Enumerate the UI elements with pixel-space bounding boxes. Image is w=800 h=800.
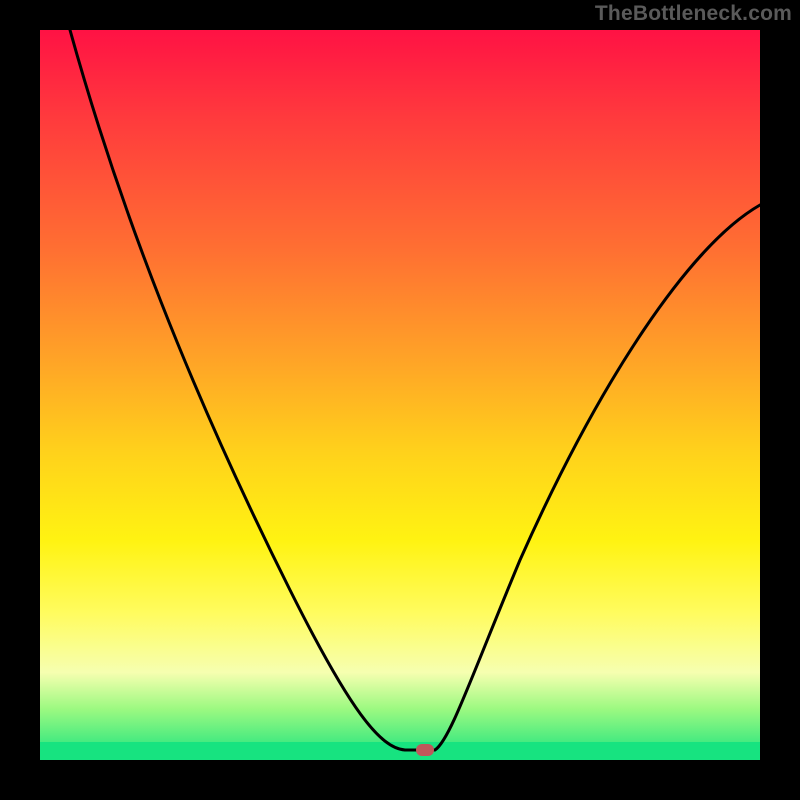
- optimum-marker: [416, 744, 434, 756]
- watermark-text: TheBottleneck.com: [595, 2, 792, 26]
- bottleneck-curve: [40, 30, 760, 760]
- chart-outer: TheBottleneck.com: [0, 0, 800, 800]
- plot-area: [40, 30, 760, 760]
- curve-path: [70, 30, 760, 750]
